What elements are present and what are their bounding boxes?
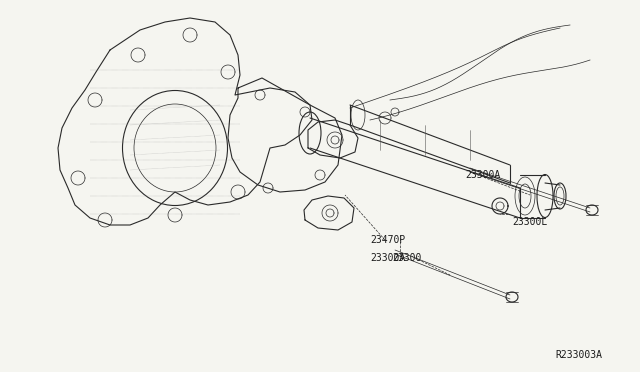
Text: R233003A: R233003A [555,350,602,360]
Text: 23300A: 23300A [370,253,405,263]
Text: 23470P: 23470P [370,235,405,245]
Text: 23300A: 23300A [465,170,500,180]
Text: 23300L: 23300L [512,217,547,227]
Text: 23300: 23300 [392,253,421,263]
